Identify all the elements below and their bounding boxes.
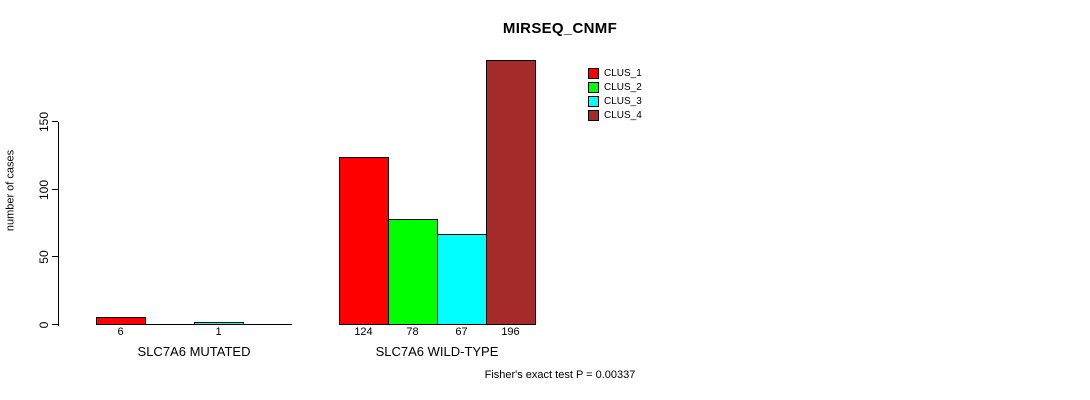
legend-label: CLUS_2 <box>604 81 642 93</box>
x-group-label: SLC7A6 WILD-TYPE <box>375 344 499 359</box>
legend-swatch-clus_4 <box>588 109 599 121</box>
legend-swatch-clus_3 <box>588 95 599 107</box>
y-tick-label: 100 <box>37 179 51 201</box>
legend: CLUS_1 CLUS_2 CLUS_3 CLUS_4 <box>588 66 642 122</box>
legend-label: CLUS_1 <box>604 67 642 79</box>
bar-clus_1 <box>339 157 389 325</box>
legend-row: CLUS_4 <box>588 108 642 122</box>
bar-clus_4 <box>486 60 536 325</box>
legend-row: CLUS_3 <box>588 94 642 108</box>
bar-clus_3 <box>437 234 487 325</box>
legend-swatch-clus_1 <box>588 67 599 79</box>
legend-row: CLUS_2 <box>588 80 642 94</box>
bar-clus_1 <box>96 317 146 325</box>
chart-title: MIRSEQ_CNMF <box>502 20 618 37</box>
y-axis-label: number of cases <box>4 149 17 232</box>
legend-row: CLUS_1 <box>588 66 642 80</box>
y-axis-line <box>58 122 59 326</box>
y-tick-label: 0 <box>37 321 51 329</box>
bar-value-label: 6 <box>117 326 124 338</box>
y-tick-mark <box>52 256 58 257</box>
y-tick-label: 150 <box>37 111 51 133</box>
bar-value-label: 67 <box>455 326 468 338</box>
legend-label: CLUS_4 <box>604 109 642 121</box>
y-tick-mark <box>52 324 58 325</box>
legend-swatch-clus_2 <box>588 81 599 93</box>
bar-clus_2 <box>388 219 438 325</box>
y-tick-mark <box>52 121 58 122</box>
legend-label: CLUS_3 <box>604 95 642 107</box>
y-tick-mark <box>52 189 58 190</box>
y-tick-label: 50 <box>37 250 51 264</box>
bar-value-label: 124 <box>354 326 373 338</box>
x-group-label: SLC7A6 MUTATED <box>137 344 251 359</box>
bar-value-label: 196 <box>501 326 520 338</box>
bar-clus_3 <box>194 322 244 325</box>
bar-value-label: 1 <box>215 326 222 338</box>
bar-value-label: 78 <box>406 326 419 338</box>
fisher-test-annotation: Fisher's exact test P = 0.00337 <box>484 369 636 381</box>
